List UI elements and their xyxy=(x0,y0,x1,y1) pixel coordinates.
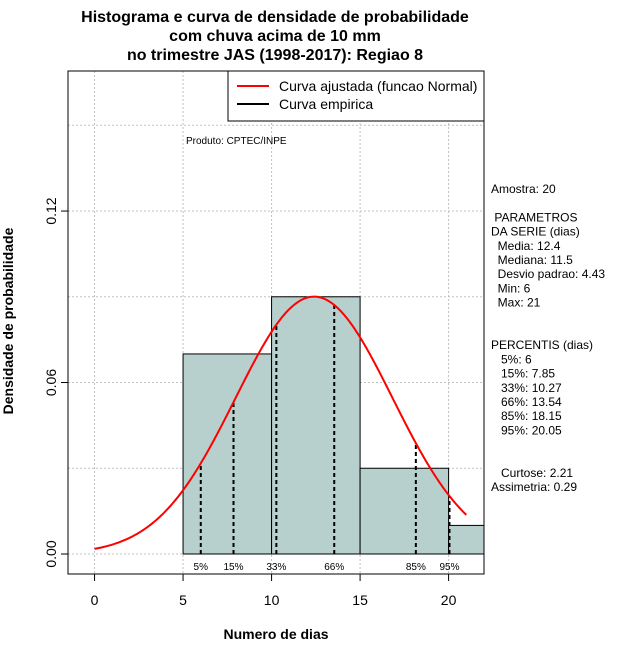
percentile-labels: 5% 15% 33% 66% 85% 95% xyxy=(194,562,460,573)
product-annotation: Produto: CPTEC/INPE xyxy=(186,136,287,147)
stats-line-17: 95%: 20.05 xyxy=(491,423,562,437)
stats-line-12: 5%: 6 xyxy=(491,352,532,366)
title-line-1: Histograma e curva de densidade de proba… xyxy=(81,9,469,26)
x-tick-label-3: 15 xyxy=(352,592,368,608)
x-axis-title: Numero de dias xyxy=(223,626,328,642)
histogram-bar-1 xyxy=(271,296,361,555)
percentile-label-4: 85% xyxy=(406,562,426,573)
stats-line-7: Min: 6 xyxy=(491,281,531,295)
histogram-bar-2 xyxy=(359,467,450,555)
stats-line-0: Amostra: 20 xyxy=(491,182,556,196)
stats-line-8: Max: 21 xyxy=(491,296,541,310)
x-axis: 0 5 10 15 20 xyxy=(91,573,457,608)
stats-line-6: Desvio padrao: 4.43 xyxy=(491,267,605,281)
percentile-label-5: 95% xyxy=(439,562,459,573)
percentile-label-2: 33% xyxy=(266,562,286,573)
stats-line-16: 85%: 18.15 xyxy=(491,409,562,423)
title-line-2: com chuva acima de 10 mm xyxy=(169,28,381,45)
percentile-lines xyxy=(199,305,451,554)
legend-label-empirical: Curva empirica xyxy=(279,96,373,112)
legend-label-normal: Curva ajustada (funcao Normal) xyxy=(279,78,477,94)
stats-line-20: Curtose: 2.21 xyxy=(491,466,573,480)
x-tick-label-4: 20 xyxy=(441,592,457,608)
x-tick-label-2: 10 xyxy=(264,592,280,608)
stats-line-3: DA SERIE (dias) xyxy=(491,225,580,239)
histogram-bar-3 xyxy=(448,524,485,555)
y-tick-label-1: 0.06 xyxy=(43,369,59,396)
stats-line-2: PARAMETROS xyxy=(491,210,577,224)
stats-line-4: Media: 12.4 xyxy=(491,239,561,253)
stats-line-5: Mediana: 11.5 xyxy=(491,253,573,267)
legend: Curva ajustada (funcao Normal) Curva emp… xyxy=(227,70,485,122)
stats-line-13: 15%: 7.85 xyxy=(491,367,555,381)
x-tick-label-1: 5 xyxy=(179,592,187,608)
title-line-3: no trimestre JAS (1998-2017): Regiao 8 xyxy=(127,47,423,64)
x-tick-label-0: 0 xyxy=(91,592,99,608)
stats-line-14: 33%: 10.27 xyxy=(491,381,562,395)
stats-line-21: Assimetria: 0.29 xyxy=(491,480,577,494)
stats-line-11: PERCENTIS (dias) xyxy=(491,338,593,352)
y-tick-label-2: 0.12 xyxy=(43,197,59,224)
percentile-label-1: 15% xyxy=(224,562,244,573)
legend-box xyxy=(227,70,485,122)
histogram-bars xyxy=(182,296,485,555)
y-tick-label-0: 0.00 xyxy=(43,540,59,567)
chart-title: Histograma e curva de densidade de proba… xyxy=(81,9,469,64)
histogram-bar-0 xyxy=(182,353,273,555)
percentile-label-0: 5% xyxy=(194,562,209,573)
normal-curve xyxy=(94,295,468,550)
percentile-label-3: 66% xyxy=(324,562,344,573)
stats-line-15: 66%: 13.54 xyxy=(491,395,562,409)
y-axis-title: Densidade de probabilidade xyxy=(0,227,16,414)
y-axis: 0.00 0.06 0.12 xyxy=(43,197,69,568)
